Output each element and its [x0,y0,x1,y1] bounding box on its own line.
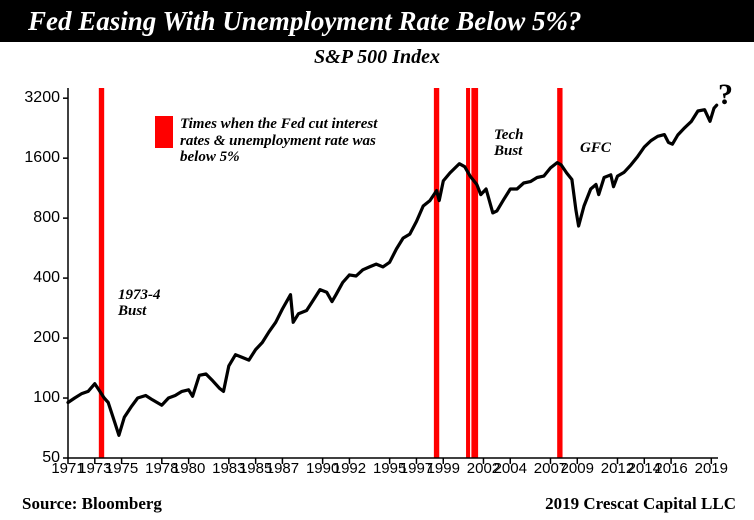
ytick-label: 800 [33,209,60,227]
chart-svg [68,88,718,458]
chart-subtitle: S&P 500 Index [0,46,754,69]
ytick-label: 200 [33,329,60,347]
xtick-label: 1999 [427,460,460,477]
xtick-label: 1980 [172,460,205,477]
ytick-label: 3200 [24,89,60,107]
attribution-label: 2019 Crescat Capital LLC [545,494,736,514]
source-label: Source: Bloomberg [22,494,162,514]
xtick-label: 2019 [695,460,728,477]
page-root: Fed Easing With Unemployment Rate Below … [0,0,754,520]
xtick-label: 2004 [494,460,527,477]
ytick-label: 1600 [24,149,60,167]
xtick-label: 2009 [561,460,594,477]
page-title: Fed Easing With Unemployment Rate Below … [0,0,754,42]
ytick-label: 100 [33,389,60,407]
question-mark-icon: ? [718,78,733,112]
xtick-label: 2016 [654,460,687,477]
ytick-label: 400 [33,269,60,287]
xtick-label: 1992 [333,460,366,477]
chart-plot-area [68,88,718,458]
xtick-label: 1987 [266,460,299,477]
xtick-label: 1975 [105,460,138,477]
